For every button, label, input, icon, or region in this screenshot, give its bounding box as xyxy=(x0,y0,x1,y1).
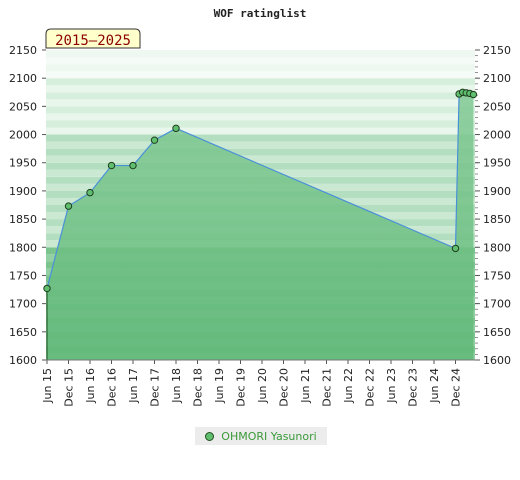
y-tick-label-right: 1650 xyxy=(483,326,511,339)
y-tick-label: 1800 xyxy=(9,241,37,254)
period-label-text: 2015–2025 xyxy=(55,33,131,49)
x-tick-label: Dec 18 xyxy=(192,368,205,407)
x-tick-label: Dec 17 xyxy=(149,368,162,407)
y-tick-label: 2000 xyxy=(9,129,37,142)
y-tick-label: 1650 xyxy=(9,326,37,339)
area-fill xyxy=(47,92,474,360)
x-tick-label: Dec 19 xyxy=(235,368,248,407)
x-tick-label: Dec 22 xyxy=(364,368,377,407)
x-tick-label: Jun 19 xyxy=(213,368,226,404)
background-band xyxy=(46,127,475,135)
data-point xyxy=(172,124,180,133)
background-band xyxy=(46,50,475,58)
y-tick-label-right: 1850 xyxy=(483,213,511,226)
y-tick-label: 2100 xyxy=(9,72,37,85)
x-tick-label: Jun 22 xyxy=(342,368,355,404)
x-tick-label: Jun 17 xyxy=(127,368,140,404)
x-tick-label: Jun 24 xyxy=(428,368,441,404)
background-band xyxy=(46,78,475,86)
series-area xyxy=(46,92,474,360)
data-point xyxy=(64,202,73,210)
y-tick-label-right: 2050 xyxy=(483,100,511,113)
y-tick-label: 1850 xyxy=(9,213,37,226)
y-axis-left: 1600 1650 1700 1750 1800 1850 1900 1950 2000 2050… xyxy=(9,44,46,367)
y-tick-label-right: 2150 xyxy=(483,44,511,57)
x-tick-label: Dec 16 xyxy=(106,368,119,407)
x-tick-label: Jun 16 xyxy=(84,368,97,404)
background-band xyxy=(46,148,475,156)
y-tick-label-right: 1600 xyxy=(483,354,511,367)
background-band xyxy=(46,120,475,128)
y-tick-label-right: 1900 xyxy=(483,185,511,198)
background-band xyxy=(46,92,475,100)
data-point xyxy=(129,161,137,170)
background-band xyxy=(46,134,475,142)
data-point xyxy=(451,244,460,253)
y-tick-label: 1750 xyxy=(9,269,37,282)
x-tick-label: Dec 23 xyxy=(407,368,420,407)
background-band xyxy=(46,113,475,121)
y-tick-label-right: 1800 xyxy=(483,241,511,254)
data-point xyxy=(86,188,94,197)
y-tick-label-right: 2100 xyxy=(483,72,511,85)
background-band xyxy=(46,71,475,79)
legend-series-name: OHMORI Yasunori xyxy=(221,429,317,443)
series-points xyxy=(43,88,478,293)
background-band xyxy=(46,99,475,107)
background-band xyxy=(46,85,475,93)
background-band xyxy=(46,64,475,72)
y-tick-label: 2050 xyxy=(9,100,37,113)
y-tick-label: 1950 xyxy=(9,157,37,170)
x-tick-label: Jun 18 xyxy=(170,368,183,404)
y-tick-label-right: 1700 xyxy=(483,298,511,311)
background-band xyxy=(46,106,475,114)
legend: OHMORI Yasunori xyxy=(195,427,327,445)
period-label: 2015–2025 xyxy=(45,28,141,49)
y-tick-label-right: 1750 xyxy=(483,269,511,282)
y-tick-label: 1900 xyxy=(9,185,37,198)
x-tick-label: Jun 23 xyxy=(385,368,398,404)
background-band xyxy=(46,155,475,163)
y-tick-label: 1700 xyxy=(9,298,37,311)
x-tick-label: Dec 24 xyxy=(450,368,463,407)
legend-marker-icon xyxy=(205,431,215,441)
data-point xyxy=(469,90,478,99)
data-point xyxy=(43,284,51,293)
x-tick-label: Jun 15 xyxy=(41,368,54,404)
y-tick-label: 1600 xyxy=(9,354,37,367)
data-point xyxy=(150,136,159,144)
x-tick-label: Dec 15 xyxy=(63,368,76,407)
y-tick-label-right: 1950 xyxy=(483,157,511,170)
chart-title: WOF ratinglist xyxy=(214,7,307,20)
period-label-box xyxy=(45,28,141,49)
x-tick-label: Dec 20 xyxy=(278,368,291,407)
x-tick-label: Jun 21 xyxy=(299,368,312,404)
x-tick-label: Jun 20 xyxy=(256,368,269,404)
background-band xyxy=(46,57,475,65)
background-band xyxy=(46,141,475,149)
y-tick-label: 2150 xyxy=(9,44,37,57)
x-tick-label: Dec 21 xyxy=(321,368,334,407)
x-axis: Jun 15 Dec 15 Jun 16 Dec 16 Jun 17 Dec 17 Jun … xyxy=(41,359,475,407)
data-point xyxy=(107,161,116,170)
y-axis-right: 1600 1650 1700 1750 1800 1850 1900 1950 2000 2050… xyxy=(475,44,511,367)
y-tick-label-right: 2000 xyxy=(483,129,511,142)
